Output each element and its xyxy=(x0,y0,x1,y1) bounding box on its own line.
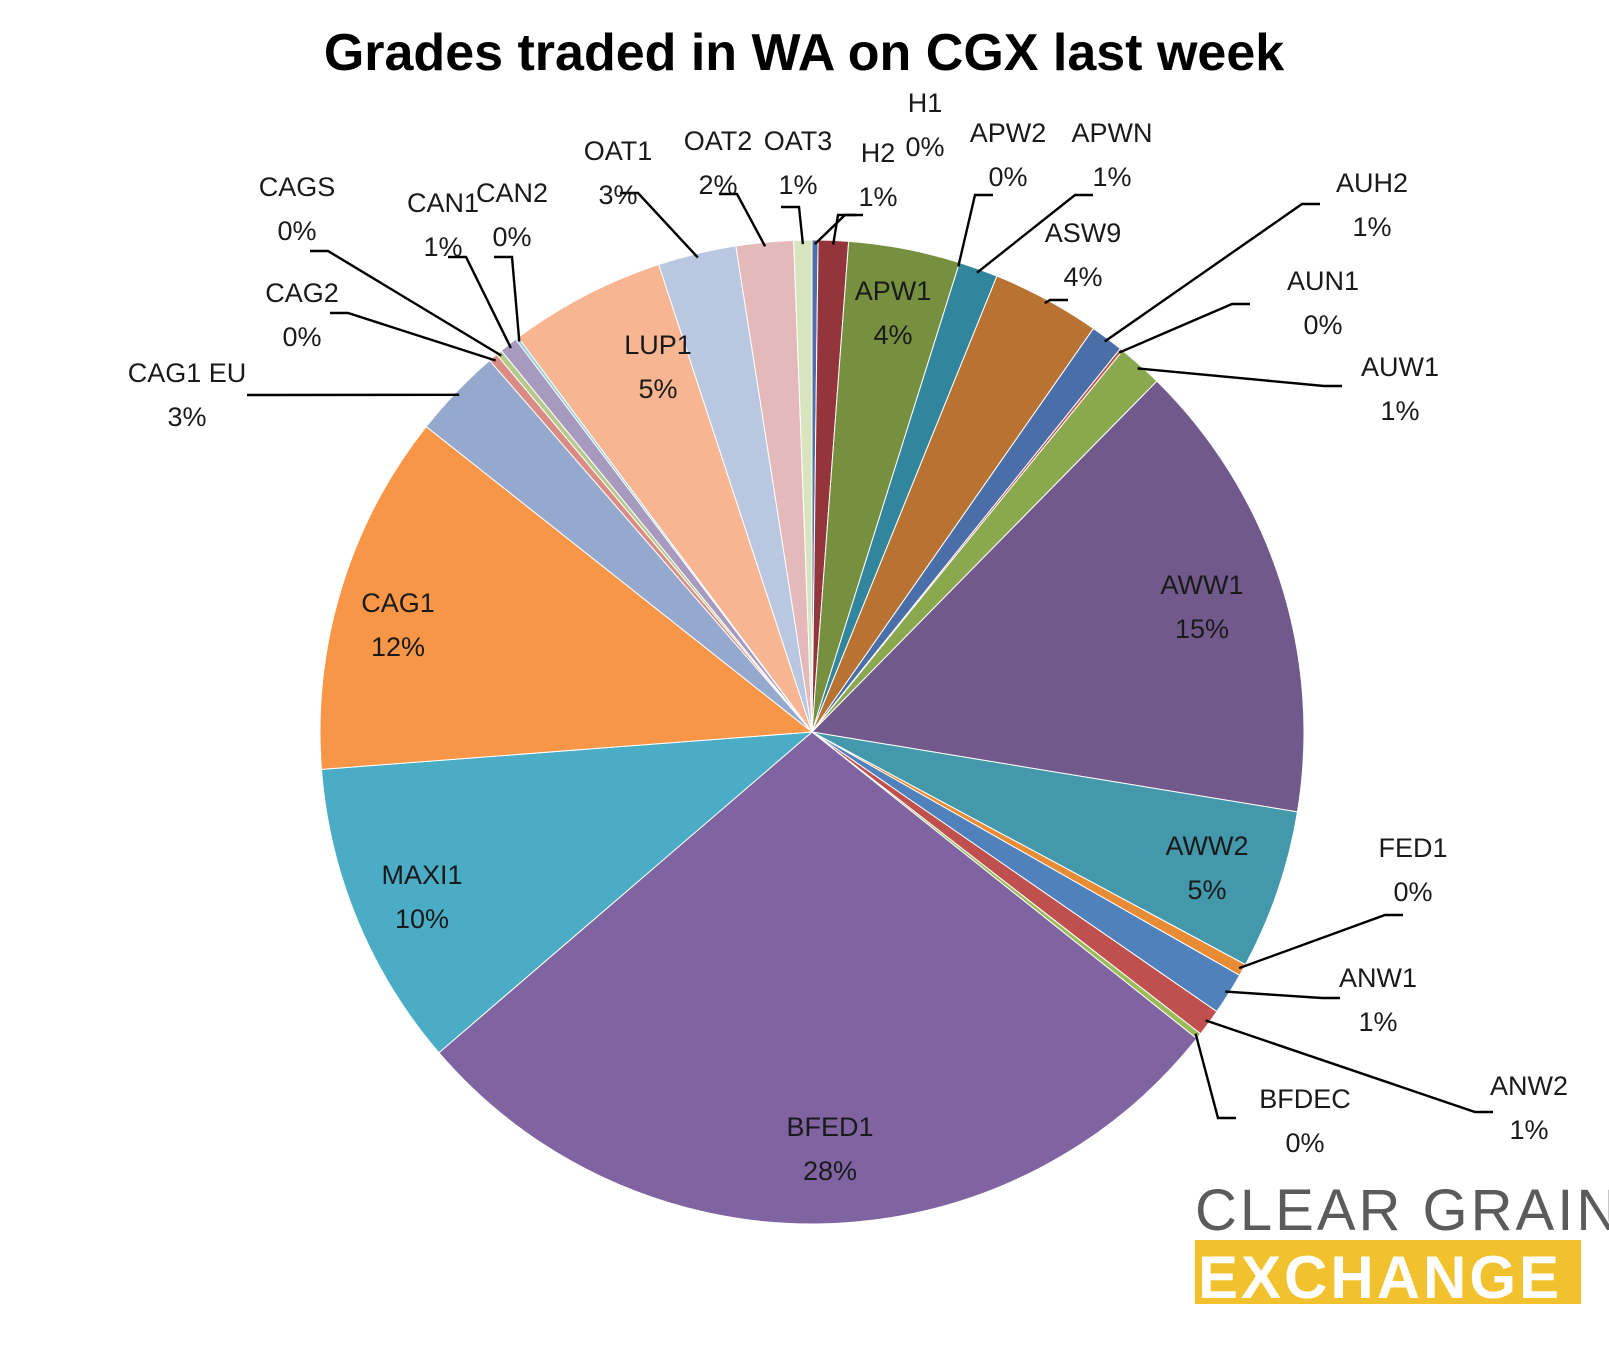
slice-label-can2: CAN2 xyxy=(476,178,548,208)
pie-slice-maxi1 xyxy=(320,731,814,1054)
slice-percent-h1: 0% xyxy=(905,132,944,162)
leader-line-apw2 xyxy=(957,193,993,267)
slice-percent-can1: 1% xyxy=(423,232,462,262)
slice-label-maxi1: MAXI1 xyxy=(381,860,462,890)
leader-line-oat3 xyxy=(781,205,805,245)
pie-slice-bfed1 xyxy=(438,731,1198,1225)
slice-percent-bfed1: 28% xyxy=(803,1156,857,1186)
slice-percent-lup1: 5% xyxy=(638,374,677,404)
pie-slice-aww1 xyxy=(810,380,1305,813)
leader-line-aun1 xyxy=(1118,302,1250,354)
slice-percent-bfdec: 0% xyxy=(1285,1128,1324,1158)
slice-percent-auw1: 1% xyxy=(1380,396,1419,426)
slice-percent-oat3: 1% xyxy=(778,170,817,200)
slice-label-cag1-eu: CAG1 EU xyxy=(128,358,247,388)
slice-percent-maxi1: 10% xyxy=(395,904,449,934)
slice-percent-anw1: 1% xyxy=(1358,1007,1397,1037)
slice-percent-h2: 1% xyxy=(858,182,897,212)
leader-line-can2 xyxy=(494,255,521,342)
pie-slices xyxy=(319,239,1305,1225)
leader-line-auw1 xyxy=(1137,367,1342,388)
logo-accent-bar xyxy=(1195,1240,1581,1304)
pie-slice-aww2 xyxy=(811,731,1299,966)
slice-label-h2: H2 xyxy=(861,138,896,168)
slice-label-apw2: APW2 xyxy=(970,118,1047,148)
leader-line-asw9 xyxy=(1044,298,1068,305)
slice-label-oat1: OAT1 xyxy=(584,136,653,166)
leader-line-apwn xyxy=(976,193,1093,274)
leader-line-bfdec xyxy=(1194,1033,1236,1120)
slice-label-h1: H1 xyxy=(908,88,943,118)
leader-lines xyxy=(247,191,1493,1120)
leader-line-anw1 xyxy=(1225,990,1340,1000)
slice-percent-can2: 0% xyxy=(492,222,531,252)
slice-label-anw1: ANW1 xyxy=(1339,963,1417,993)
slice-label-cag2: CAG2 xyxy=(265,278,339,308)
slice-percent-apwn: 1% xyxy=(1092,162,1131,192)
slice-percent-apw2: 0% xyxy=(988,162,1027,192)
slice-percent-cags: 0% xyxy=(277,216,316,246)
slice-label-auh2: AUH2 xyxy=(1336,168,1408,198)
slice-label-cag1: CAG1 xyxy=(361,588,435,618)
slice-labels: H1 0% H2 1% APW1 4% APW2 0% APWN 1% ASW9 4% AUH2 1% AU… xyxy=(128,88,1568,1186)
leader-line-oat1 xyxy=(620,191,699,259)
slice-label-asw9: ASW9 xyxy=(1045,218,1122,248)
slice-percent-aun1: 0% xyxy=(1303,310,1342,340)
slice-percent-auh2: 1% xyxy=(1352,212,1391,242)
slice-percent-oat1: 3% xyxy=(598,180,637,210)
slice-label-oat2: OAT2 xyxy=(684,126,753,156)
slice-label-auw1: AUW1 xyxy=(1361,352,1439,382)
slice-label-oat3: OAT3 xyxy=(764,126,833,156)
leader-line-fed1 xyxy=(1238,913,1403,970)
chart-title: Grades traded in WA on CGX last week xyxy=(324,24,1284,82)
slice-percent-cag1-eu: 3% xyxy=(167,402,206,432)
slice-percent-cag1: 12% xyxy=(371,632,425,662)
slice-label-lup1: LUP1 xyxy=(624,330,692,360)
leader-line-auh2 xyxy=(1104,202,1320,343)
slice-percent-oat2: 2% xyxy=(698,170,737,200)
pie-slice-lup1 xyxy=(517,263,813,733)
slice-label-fed1: FED1 xyxy=(1378,833,1447,863)
slice-label-aww1: AWW1 xyxy=(1161,570,1244,600)
slice-percent-aww1: 15% xyxy=(1175,614,1229,644)
leader-line-cags xyxy=(310,249,503,357)
slice-percent-aww2: 5% xyxy=(1187,875,1226,905)
logo-line2: EXCHANGE xyxy=(1198,1244,1562,1311)
leader-line-cag2 xyxy=(330,311,496,362)
leader-line-anw2 xyxy=(1205,1019,1493,1114)
slice-label-bfed1: BFED1 xyxy=(786,1112,873,1142)
slice-percent-asw9: 4% xyxy=(1063,262,1102,292)
slice-label-aun1: AUN1 xyxy=(1287,266,1359,296)
slice-label-aww2: AWW2 xyxy=(1166,831,1249,861)
slice-percent-apw1: 4% xyxy=(873,320,912,350)
slice-label-bfdec: BFDEC xyxy=(1259,1084,1351,1114)
clear-grain-exchange-logo: CLEAR GRAIN EXCHANGE xyxy=(1195,1178,1609,1311)
leader-line-h2 xyxy=(832,213,856,245)
slice-percent-fed1: 0% xyxy=(1393,877,1432,907)
slice-label-cags: CAGS xyxy=(259,172,336,202)
slice-percent-cag2: 0% xyxy=(282,322,321,352)
slice-label-apwn: APWN xyxy=(1072,118,1153,148)
leader-line-can1 xyxy=(448,255,512,349)
slice-label-anw2: ANW2 xyxy=(1490,1071,1568,1101)
slice-label-can1: CAN1 xyxy=(407,188,479,218)
pie-slice-cag1 xyxy=(319,425,814,770)
leader-line-oat2 xyxy=(719,192,767,247)
logo-line1: CLEAR GRAIN xyxy=(1195,1178,1609,1243)
slice-label-apw1: APW1 xyxy=(855,276,932,306)
slice-percent-anw2: 1% xyxy=(1509,1115,1548,1145)
